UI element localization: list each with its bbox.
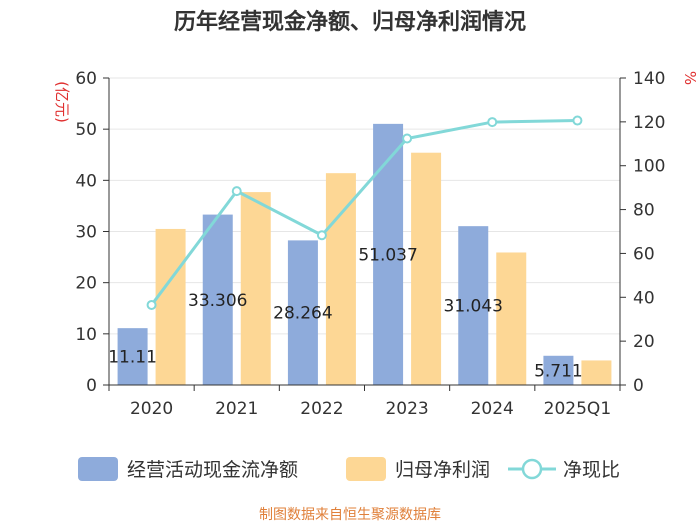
legend-swatch-cashflow (78, 457, 118, 481)
legend-label-cashflow: 经营活动现金流净额 (127, 459, 298, 481)
data-label-cashflow: 33.306 (188, 291, 247, 311)
bar-net-profit (155, 228, 186, 385)
bar-net-profit (411, 152, 442, 385)
right-axis: 0 20 40 60 80 100 120 140 (619, 69, 665, 396)
bars (117, 123, 612, 385)
right-tick-label: 80 (633, 201, 655, 221)
right-tick-label: 60 (633, 244, 655, 264)
bar-net-profit (325, 173, 356, 385)
bar-cashflow (202, 214, 233, 385)
right-tick-label: 120 (633, 113, 665, 133)
bar-cashflow (373, 123, 404, 385)
x-tick-label: 2025Q1 (544, 399, 611, 419)
left-axis: 0 10 20 30 40 50 60 (75, 69, 110, 396)
right-tick-label: 40 (633, 288, 655, 308)
x-tick-label: 2022 (300, 399, 343, 419)
right-tick-label: 100 (633, 157, 665, 177)
left-tick-label: 20 (75, 274, 97, 294)
x-tick-label: 2024 (471, 399, 514, 419)
ratio-point (231, 186, 242, 197)
legend-label-net-profit: 归母净利润 (395, 459, 490, 481)
gridlines (109, 77, 620, 335)
data-label-cashflow: 51.037 (358, 245, 417, 265)
legend: 经营活动现金流净额 归母净利润 净现比 (78, 457, 620, 481)
chart-title: 历年经营现金净额、归母净利润情况 (174, 9, 526, 35)
legend-swatch-net-profit (346, 457, 386, 481)
x-tick-label: 2021 (215, 399, 258, 419)
left-tick-label: 60 (75, 69, 97, 89)
left-tick-label: 30 (75, 223, 97, 243)
data-label-cashflow: 11.11 (108, 348, 157, 368)
ratio-point (146, 299, 157, 310)
legend-marker-ratio (521, 458, 543, 480)
ratio-point (487, 117, 498, 128)
ratio-point (316, 230, 327, 241)
left-tick-label: 40 (75, 171, 97, 191)
ratio-line (146, 115, 583, 310)
data-label-cashflow: 31.043 (444, 297, 503, 317)
left-tick-label: 0 (86, 376, 97, 396)
x-tick-label: 2020 (130, 399, 173, 419)
data-label-cashflow: 28.264 (273, 304, 332, 324)
right-tick-label: 20 (633, 332, 655, 352)
bar-cashflow (458, 226, 489, 385)
left-axis-unit: (亿元) (53, 81, 71, 123)
right-tick-label: 140 (633, 69, 665, 89)
x-axis: 2020 2021 2022 2023 2024 2025Q1 (108, 384, 621, 419)
right-axis-unit: % (681, 71, 699, 85)
right-tick-label: 0 (633, 376, 644, 396)
bar-net-profit (240, 192, 271, 385)
legend-label-ratio: 净现比 (563, 459, 620, 481)
ratio-point (402, 133, 413, 144)
bar-cashflow (287, 240, 318, 385)
bar-cashflow (543, 355, 574, 385)
data-label-cashflow: 5.711 (534, 361, 583, 381)
ratio-line-path (150, 119, 578, 306)
bar-net-profit (581, 360, 612, 385)
x-tick-label: 2023 (385, 399, 428, 419)
left-tick-label: 10 (75, 325, 97, 345)
source-note: 制图数据来自恒生聚源数据库 (259, 507, 441, 523)
bar-net-profit (496, 252, 527, 385)
data-labels: 11.11 33.306 28.264 51.037 31.043 5.711 (108, 245, 583, 381)
ratio-point (572, 115, 583, 126)
left-tick-label: 50 (75, 120, 97, 140)
bar-cashflow (117, 328, 148, 385)
